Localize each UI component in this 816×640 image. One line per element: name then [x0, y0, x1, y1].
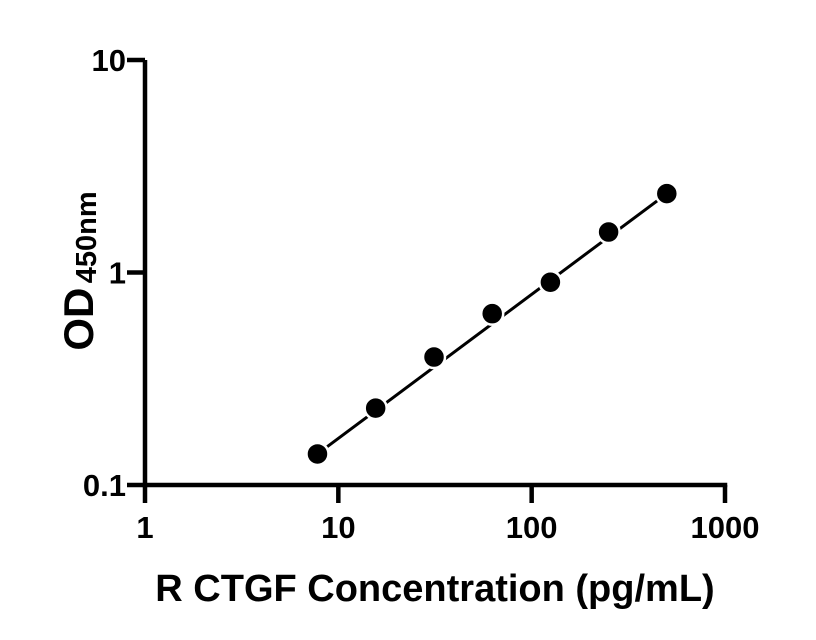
axes	[142, 60, 728, 488]
data-point	[538, 269, 563, 295]
x-tick-label: 100	[506, 510, 558, 545]
x-tick-labels: 1 10 100 1000	[136, 510, 759, 545]
data-point	[305, 441, 330, 467]
data-point	[654, 181, 680, 206]
data-point	[479, 301, 505, 326]
y-tick-label: 10	[92, 43, 126, 78]
x-axis-title: R CTGF Concentration (pg/mL)	[155, 568, 714, 610]
data-points	[305, 181, 680, 467]
y-tick-label: 0.1	[83, 468, 126, 503]
data-point	[421, 344, 447, 370]
y-axis-title: OD 450nm	[55, 191, 103, 350]
y-tick-label: 1	[109, 256, 126, 291]
x-tick-label: 1	[136, 510, 153, 545]
y-tick-labels: 0.1 1 10	[83, 43, 126, 503]
y-axis-title-subscript: 450nm	[71, 191, 103, 283]
data-point	[596, 219, 621, 245]
tick-marks	[127, 57, 728, 503]
x-tick-label: 1000	[691, 510, 760, 545]
y-axis-title-base: OD	[55, 288, 102, 351]
data-point	[363, 395, 388, 421]
x-tick-label: 10	[321, 510, 355, 545]
